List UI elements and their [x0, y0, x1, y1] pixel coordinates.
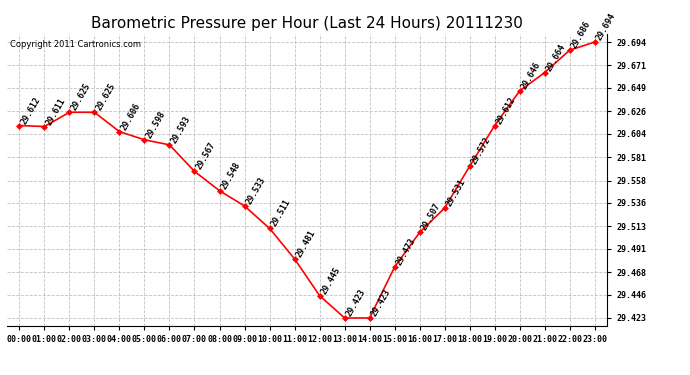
Text: 29.694: 29.694 — [595, 12, 618, 42]
Title: Barometric Pressure per Hour (Last 24 Hours) 20111230: Barometric Pressure per Hour (Last 24 Ho… — [91, 16, 523, 31]
Text: 29.567: 29.567 — [195, 141, 217, 171]
Text: 29.507: 29.507 — [420, 202, 442, 232]
Text: 29.686: 29.686 — [570, 20, 593, 50]
Text: 29.531: 29.531 — [444, 177, 467, 208]
Text: 29.473: 29.473 — [395, 237, 417, 267]
Text: 29.481: 29.481 — [295, 228, 317, 259]
Text: 29.612: 29.612 — [19, 95, 42, 126]
Text: 29.646: 29.646 — [520, 60, 542, 91]
Text: 29.611: 29.611 — [44, 96, 67, 126]
Text: 29.598: 29.598 — [144, 109, 167, 140]
Text: 29.625: 29.625 — [70, 82, 92, 112]
Text: 29.423: 29.423 — [344, 288, 367, 318]
Text: Copyright 2011 Cartronics.com: Copyright 2011 Cartronics.com — [10, 40, 141, 49]
Text: 29.423: 29.423 — [370, 288, 393, 318]
Text: 29.548: 29.548 — [219, 160, 242, 191]
Text: 29.593: 29.593 — [170, 114, 193, 145]
Text: 29.533: 29.533 — [244, 176, 267, 206]
Text: 29.572: 29.572 — [470, 136, 493, 166]
Text: 29.445: 29.445 — [319, 265, 342, 296]
Text: 29.612: 29.612 — [495, 95, 518, 126]
Text: 29.606: 29.606 — [119, 101, 142, 132]
Text: 29.625: 29.625 — [95, 82, 117, 112]
Text: 29.511: 29.511 — [270, 198, 293, 228]
Text: 29.664: 29.664 — [544, 42, 567, 73]
